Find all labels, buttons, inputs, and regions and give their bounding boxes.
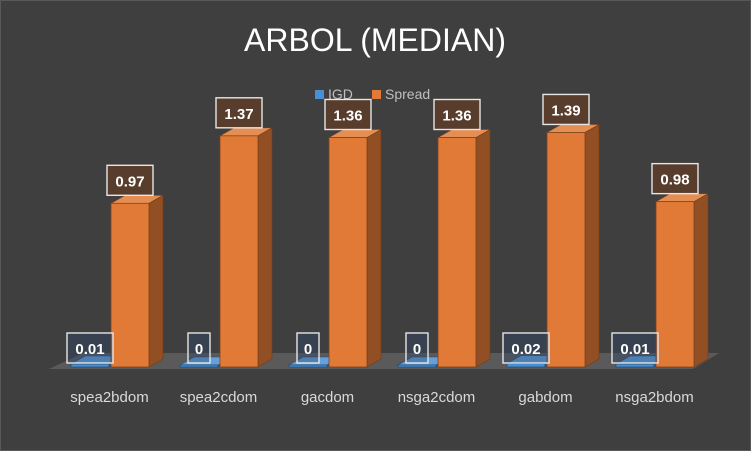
data-label-box: [542, 93, 590, 126]
bar-front-face: [615, 363, 655, 368]
legend-item-igd: IGD: [315, 86, 353, 102]
x-tick-label-nsga2bdom: nsga2bdom: [615, 389, 693, 406]
bar-spread-nsga2cdom: [436, 128, 492, 368]
data-label-box: [433, 98, 481, 131]
data-label-igd-gabdom: 0.02: [502, 332, 550, 364]
data-label-value: 1.36: [442, 108, 471, 125]
bar-front-face: [179, 364, 219, 368]
data-label-spread-gabdom: 1.39: [542, 93, 590, 126]
data-label-value: 0.97: [115, 173, 144, 190]
data-label-value: 1.36: [333, 108, 362, 125]
x-tick-label-gabdom: gabdom: [518, 389, 572, 406]
data-label-value: 0.01: [75, 341, 104, 358]
legend: IGD Spread: [315, 86, 430, 102]
legend-swatch: [372, 90, 381, 99]
data-label-spread-spea2cdom: 1.37: [215, 97, 263, 129]
bar-spread-gacdom: [327, 128, 383, 368]
bar-front-face: [110, 202, 150, 368]
data-labels: 0.01 0.97 0 1.37 0 1.36 0 1.36 0.02 1.39 0.01 0.98: [66, 93, 699, 364]
data-label-igd-nsga2bdom: 0.01: [611, 332, 659, 364]
data-label-box: [66, 332, 114, 364]
data-label-box: [187, 332, 211, 364]
bar-front-face: [655, 201, 695, 368]
bar-front-face: [397, 364, 437, 368]
data-label-value: 1.37: [224, 106, 253, 123]
bar-front-face: [506, 363, 546, 368]
data-label-spread-nsga2cdom: 1.36: [433, 98, 481, 131]
data-label-igd-spea2cdom: 0: [187, 332, 211, 364]
bar-spread-nsga2bdom: [654, 193, 710, 368]
legend-label: IGD: [328, 86, 353, 102]
bar-spread-spea2cdom: [218, 127, 274, 368]
data-label-box: [215, 97, 263, 129]
bar-side-face: [366, 128, 382, 368]
data-label-spread-nsga2bdom: 0.98: [651, 162, 699, 195]
data-label-box: [106, 164, 154, 197]
data-label-value: 0.01: [620, 341, 649, 358]
bar-side-face: [475, 128, 491, 368]
bar-front-face: [437, 137, 477, 368]
data-label-box: [502, 332, 550, 364]
chart-title: ARBOL (MEDIAN): [244, 22, 506, 58]
data-label-igd-nsga2cdom: 0: [405, 332, 429, 364]
x-tick-label-spea2bdom: spea2bdom: [70, 389, 148, 406]
bar-side-face: [584, 123, 600, 368]
bars: [69, 123, 710, 368]
data-label-value: 0: [304, 341, 312, 358]
bar-spread-spea2bdom: [109, 194, 165, 368]
bar-front-face: [328, 137, 368, 368]
legend-item-spread: Spread: [372, 86, 430, 102]
bar-front-face: [546, 132, 586, 368]
data-label-value: 1.39: [551, 102, 580, 119]
data-label-value: 0.02: [511, 341, 540, 358]
bar-front-face: [288, 364, 328, 368]
legend-label: Spread: [385, 86, 430, 102]
data-label-box: [611, 332, 659, 364]
bar-front-face: [219, 135, 259, 368]
x-tick-label-nsga2cdom: nsga2cdom: [398, 389, 476, 406]
bar-side-face: [148, 194, 164, 368]
data-label-box: [405, 332, 429, 364]
bar-side-face: [693, 193, 709, 368]
data-label-value: 0.98: [660, 172, 689, 189]
data-label-igd-gacdom: 0: [296, 332, 320, 364]
x-tick-label-gacdom: gacdom: [301, 389, 354, 406]
data-label-box: [324, 98, 372, 131]
data-label-igd-spea2bdom: 0.01: [66, 332, 114, 364]
bar-side-face: [257, 127, 273, 368]
x-axis-ticks: spea2bdom spea2cdom gacdom nsga2cdom gabdom n…: [70, 389, 693, 406]
bar-front-face: [70, 363, 110, 368]
bar-spread-gabdom: [545, 123, 601, 368]
x-tick-label-spea2cdom: spea2cdom: [180, 389, 258, 406]
legend-swatch: [315, 90, 324, 99]
data-label-value: 0: [195, 341, 203, 358]
data-label-value: 0: [413, 341, 421, 358]
data-label-box: [296, 332, 320, 364]
data-label-spread-gacdom: 1.36: [324, 98, 372, 131]
data-label-box: [651, 162, 699, 195]
data-label-spread-spea2bdom: 0.97: [106, 164, 154, 197]
